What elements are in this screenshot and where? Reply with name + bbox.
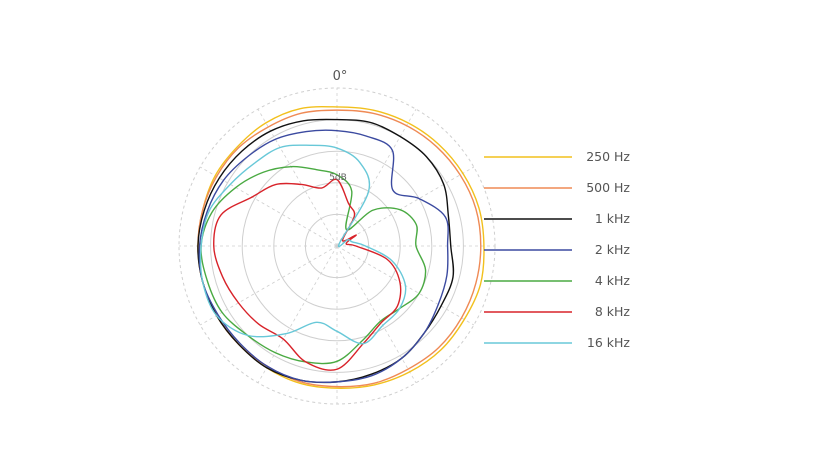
series-line-8-khz — [213, 178, 402, 371]
angle-label-0deg: 0° — [333, 69, 348, 84]
polar-grid — [178, 87, 496, 405]
series-line-2-khz — [198, 129, 449, 384]
legend-item-1-khz: 1 kHz — [484, 211, 630, 226]
grid-spoke-300 — [199, 166, 338, 247]
grid-spoke-30 — [336, 108, 417, 247]
legend-label: 8 kHz — [595, 304, 631, 319]
legend-label: 1 kHz — [595, 211, 631, 226]
grid-spoke-240 — [199, 245, 338, 326]
grid-spoke-330 — [257, 108, 338, 247]
legend-item-4-khz: 4 kHz — [484, 273, 630, 288]
legend: 250 Hz 500 Hz 1 kHz 2 kHz 4 kHz 8 kHz 16 kHz — [484, 149, 630, 350]
series-line-16-khz — [199, 144, 407, 345]
series-line-500-hz — [197, 109, 482, 388]
series-line-250-hz — [197, 105, 485, 389]
grid-spoke-210 — [257, 245, 338, 384]
legend-label: 250 Hz — [586, 149, 630, 164]
legend-label: 2 kHz — [595, 242, 631, 257]
legend-label: 4 kHz — [595, 273, 631, 288]
legend-label: 500 Hz — [586, 180, 630, 195]
ring-label: 5dB — [329, 173, 347, 183]
grid-spoke-60 — [336, 166, 475, 247]
legend-label: 16 kHz — [587, 335, 631, 350]
legend-item-2-khz: 2 kHz — [484, 242, 630, 257]
grid-spoke-150 — [336, 245, 417, 384]
legend-item-8-khz: 8 kHz — [484, 304, 630, 319]
legend-item-16-khz: 16 kHz — [484, 335, 630, 350]
series-traces — [197, 105, 485, 389]
legend-item-500-hz: 500 Hz — [484, 180, 630, 195]
legend-item-250-hz: 250 Hz — [484, 149, 630, 164]
series-line-1-khz — [197, 118, 455, 384]
series-line-4-khz — [200, 165, 427, 365]
grid-ring-2 — [273, 182, 401, 310]
grid-ring-3 — [241, 150, 433, 342]
